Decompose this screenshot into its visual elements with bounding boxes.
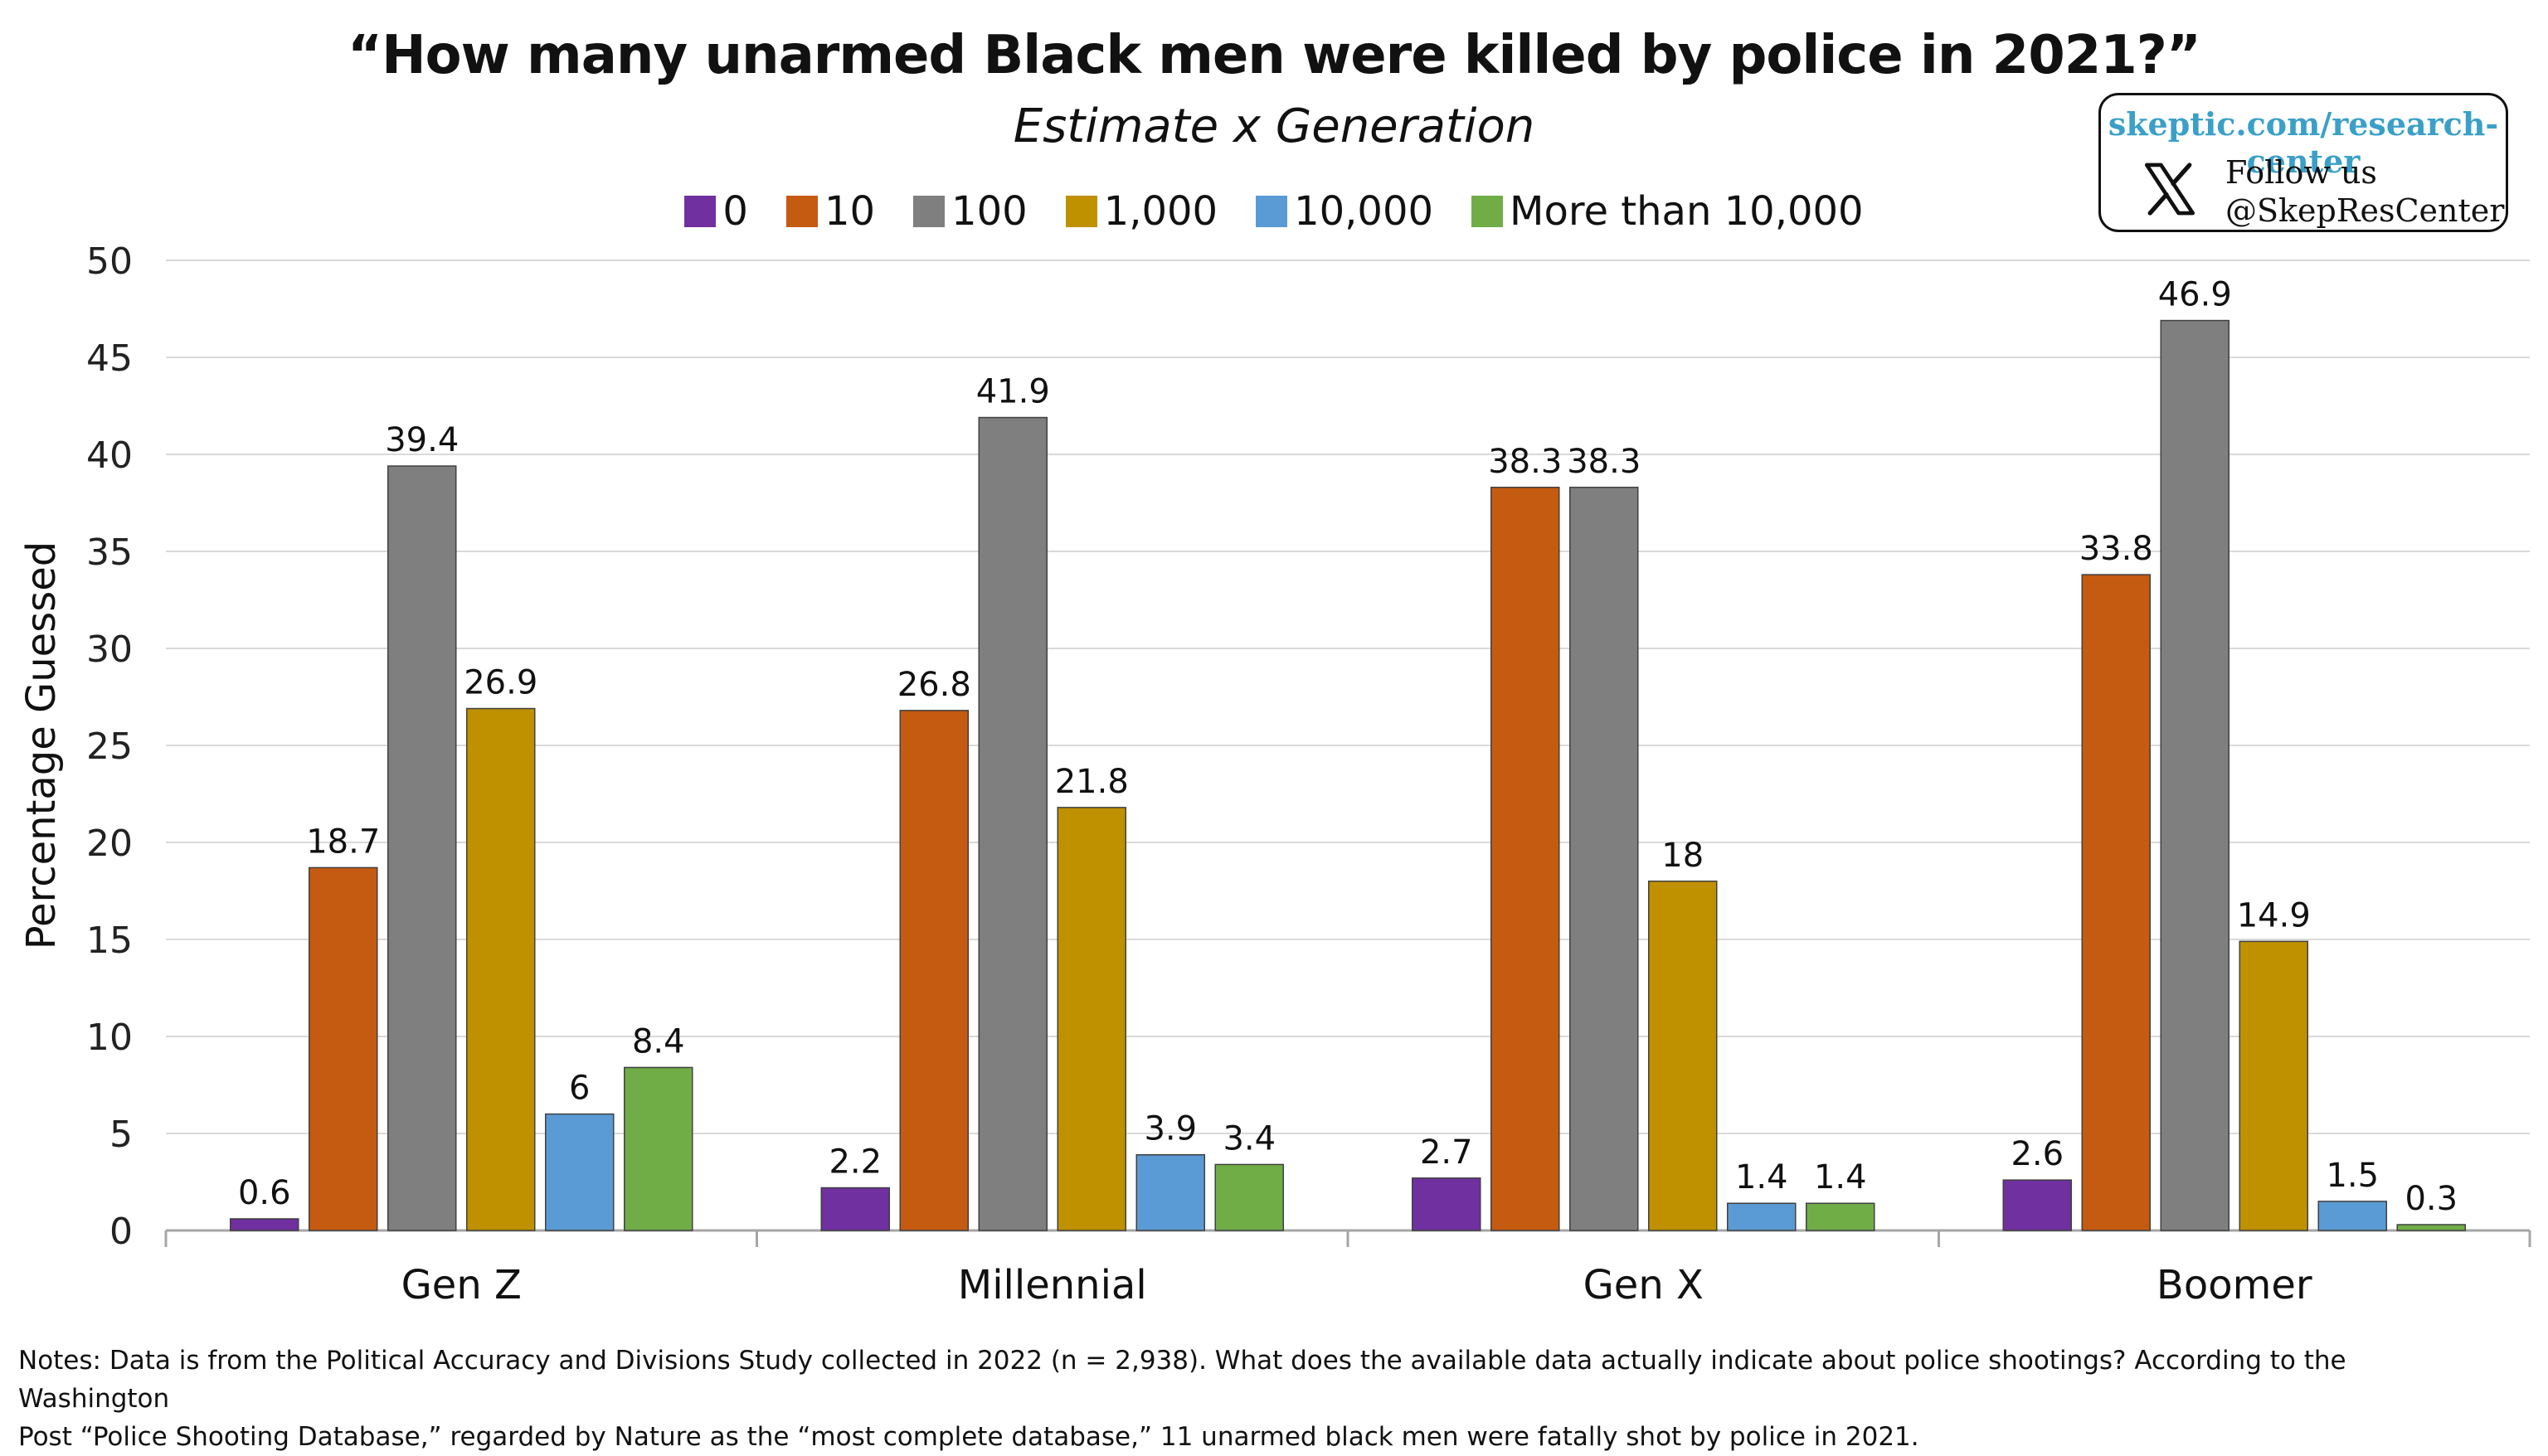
legend-label: 10 — [824, 188, 876, 235]
bar — [2160, 319, 2230, 1231]
y-tick-label: 35 — [86, 531, 133, 574]
bar — [2396, 1224, 2466, 1231]
y-tick-label: 45 — [86, 337, 133, 380]
data-label: 1.5 — [2326, 1157, 2379, 1195]
data-label: 26.9 — [464, 664, 537, 702]
promo-box: skeptic.com/research-center Follow us @S… — [2098, 93, 2508, 232]
y-tick-label: 10 — [86, 1017, 133, 1059]
x-tick-label: Millennial — [958, 1262, 1147, 1308]
bar — [820, 1187, 890, 1231]
bar — [2081, 574, 2151, 1231]
bar — [545, 1113, 615, 1231]
data-label: 2.2 — [829, 1143, 882, 1182]
y-axis-label: Percentage Guessed — [18, 541, 65, 949]
data-label: 3.9 — [1144, 1110, 1197, 1148]
legend-item: 0 — [684, 188, 748, 235]
x-tick-label: Boomer — [2157, 1262, 2312, 1308]
bar — [1490, 487, 1560, 1231]
bar — [624, 1066, 693, 1231]
bar — [1057, 807, 1126, 1231]
bar — [309, 866, 378, 1231]
bar — [1806, 1202, 1875, 1231]
legend-swatch — [1256, 196, 1288, 227]
follow-text: Follow us @SkepResCenter — [2225, 153, 2504, 230]
y-tick-label: 50 — [86, 240, 133, 283]
data-label: 6 — [569, 1070, 590, 1108]
legend-swatch — [1065, 196, 1097, 227]
follow-handle[interactable]: @SkepResCenter — [2225, 192, 2505, 229]
bar — [2317, 1201, 2387, 1231]
data-label: 3.4 — [1223, 1119, 1276, 1158]
data-label: 1.4 — [1735, 1158, 1788, 1196]
data-label: 0.3 — [2405, 1180, 2458, 1218]
bar — [466, 707, 536, 1231]
follow-label: Follow us — [2225, 154, 2377, 191]
legend-label: 10,000 — [1294, 188, 1434, 235]
legend-item: More than 10,000 — [1471, 188, 1864, 235]
data-label: 0.6 — [238, 1174, 291, 1212]
bar-chart: 0 5 10 15 20 25 30 35 40 45 50 Percentage Guessed 0.… — [18, 240, 2531, 1308]
data-label: 1.4 — [1814, 1158, 1867, 1196]
y-tick-label: 25 — [86, 726, 133, 768]
bar — [1135, 1153, 1205, 1231]
data-label: 38.3 — [1488, 443, 1562, 481]
legend-swatch — [913, 196, 946, 227]
bar — [230, 1218, 299, 1231]
legend-label: More than 10,000 — [1510, 188, 1864, 235]
bar — [899, 710, 969, 1231]
y-tick-label: 15 — [86, 920, 133, 962]
bar — [1412, 1177, 1481, 1231]
data-label: 38.3 — [1567, 443, 1641, 481]
y-tick-label: 20 — [86, 823, 133, 865]
legend-label: 1,000 — [1103, 188, 1218, 235]
data-label: 33.8 — [2079, 530, 2153, 568]
data-label: 41.9 — [976, 373, 1050, 411]
chart-title: “How many unarmed Black men were killed … — [348, 25, 2201, 86]
bar — [978, 416, 1048, 1231]
data-label: 2.7 — [1420, 1133, 1473, 1172]
bar — [2002, 1179, 2072, 1231]
data-label: 46.9 — [2158, 276, 2232, 314]
promo-url[interactable]: skeptic.com/research-center — [2108, 105, 2499, 180]
chart-legend: 0 10 100 1,000 10,000 More than 10,000 — [0, 184, 2548, 239]
notes-line-1: Notes: Data is from the Political Accura… — [18, 1346, 2346, 1414]
bar — [387, 465, 457, 1231]
legend-item: 100 — [913, 188, 1028, 235]
y-tick-label: 30 — [86, 629, 133, 671]
y-tick-label: 5 — [109, 1114, 133, 1156]
y-tick-label: 40 — [86, 434, 133, 477]
legend-item: 10 — [785, 188, 876, 235]
x-logo-icon[interactable] — [2142, 162, 2197, 216]
legend-swatch — [1471, 196, 1504, 227]
legend-swatch — [684, 196, 717, 227]
y-tick-label: 0 — [109, 1211, 133, 1253]
data-label: 39.4 — [385, 421, 459, 459]
legend-label: 100 — [951, 188, 1028, 235]
data-label: 26.8 — [897, 666, 971, 704]
bar — [1727, 1202, 1797, 1231]
data-label: 18.7 — [306, 823, 380, 861]
notes-line-2: Post “Police Shooting Database,” regarde… — [18, 1422, 1919, 1452]
x-tick-label: Gen Z — [401, 1262, 522, 1308]
data-label: 2.6 — [2011, 1135, 2064, 1173]
chart-subtitle: Estimate x Generation — [1013, 99, 1535, 153]
notes: Notes: Data is from the Political Accura… — [18, 1342, 2490, 1456]
bar — [1648, 881, 1718, 1231]
legend-swatch — [785, 196, 818, 227]
bar — [1569, 487, 1639, 1231]
bar — [1214, 1163, 1284, 1231]
data-label: 8.4 — [632, 1022, 685, 1060]
legend-item: 1,000 — [1065, 188, 1218, 235]
x-tick-label: Gen X — [1583, 1262, 1704, 1308]
data-label: 21.8 — [1055, 763, 1129, 801]
data-label: 14.9 — [2237, 896, 2311, 934]
legend-item: 10,000 — [1256, 188, 1433, 235]
data-label: 18 — [1661, 837, 1704, 875]
legend-label: 0 — [722, 188, 748, 235]
bar — [2239, 940, 2308, 1231]
